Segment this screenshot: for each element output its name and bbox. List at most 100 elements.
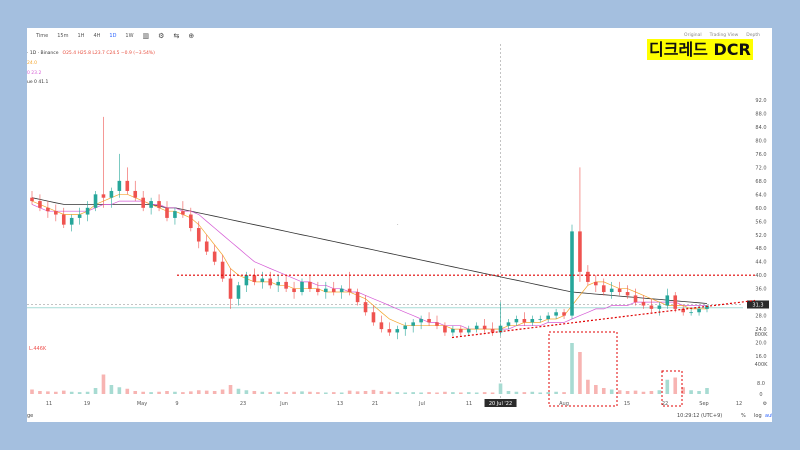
x-tick-label: Sep xyxy=(699,401,708,407)
x-tick-label: 9 xyxy=(175,401,178,407)
candle-body xyxy=(411,322,415,326)
volume-bar xyxy=(578,352,582,394)
volume-bar xyxy=(331,392,336,394)
x-tick-label: 11 xyxy=(466,401,472,407)
x-tick-label: 11 xyxy=(46,401,52,407)
timeframe-time[interactable]: Time xyxy=(36,33,49,39)
volume-bar xyxy=(189,391,193,394)
ma-fast-line xyxy=(31,193,707,330)
volume-bar xyxy=(562,392,566,394)
y-tick-label: 64.0 xyxy=(755,192,766,198)
candle-body xyxy=(300,281,304,293)
volume-bar xyxy=(93,388,98,394)
legend-ma-mid: 0 23.2 xyxy=(27,71,42,76)
volume-bar xyxy=(228,385,233,394)
price-chart[interactable]: 8.0 16.0 20.0 24.0 28.0 36.0 40.0 44.0 48.0 52.0 5… xyxy=(27,28,772,422)
y-tick-label: 52.0 xyxy=(755,233,766,239)
y-tick-label: 48.0 xyxy=(755,246,766,252)
volume-bar xyxy=(141,391,145,394)
timeframe-1w[interactable]: 1W xyxy=(125,33,134,39)
percent-scale-button[interactable]: % xyxy=(741,413,746,419)
candle-body xyxy=(220,261,225,279)
candle-body xyxy=(498,325,503,333)
candle-body xyxy=(459,329,463,333)
title-badge: 디크레드 DCR xyxy=(647,39,753,60)
candle-body xyxy=(260,278,265,282)
candle-body xyxy=(554,312,558,316)
volume-bar xyxy=(681,387,685,394)
candle-body xyxy=(617,288,622,293)
candle-body xyxy=(649,305,654,309)
timeframe-1h[interactable]: 1H xyxy=(77,33,85,39)
candle-body xyxy=(451,329,455,333)
last-price-label: 31.3 xyxy=(752,303,763,309)
volume-bar xyxy=(554,391,558,394)
crosshair-date-label: 20 Jul '22 xyxy=(489,401,512,407)
candle-body xyxy=(609,288,614,293)
ma-mid-line xyxy=(31,200,707,330)
candle-body xyxy=(284,281,288,289)
timeframe-1d[interactable]: 1D xyxy=(109,33,117,39)
candle-body xyxy=(276,281,280,286)
timeframe-15m[interactable]: 15m xyxy=(57,33,69,39)
volume-bar xyxy=(633,390,638,394)
volume-bar xyxy=(355,391,360,394)
log-scale-button[interactable]: log xyxy=(754,413,762,419)
volume-bar xyxy=(133,391,138,394)
volume-bar xyxy=(284,392,288,394)
candle-body xyxy=(681,308,685,313)
timeframe-4h[interactable]: 4H xyxy=(93,33,101,39)
candle-body xyxy=(562,312,566,316)
x-tick-label: May xyxy=(137,401,147,407)
volume-bar xyxy=(252,391,257,394)
volume-bar xyxy=(689,390,693,394)
candle-body xyxy=(347,288,352,293)
volume-recent-box xyxy=(661,370,683,407)
add-icon[interactable]: ⊕ xyxy=(188,32,195,40)
candle-body xyxy=(54,211,58,215)
volume-bar xyxy=(125,388,130,394)
y-tick-label: 88.0 xyxy=(755,111,766,117)
candle-body xyxy=(625,292,630,296)
candle-body xyxy=(594,281,598,286)
volume-bar xyxy=(570,343,574,394)
candle-body xyxy=(570,231,574,316)
volume-tick-0: 0 xyxy=(759,392,762,398)
volume-bar xyxy=(165,391,169,394)
candle-body xyxy=(292,288,296,293)
volume-bar xyxy=(363,391,368,394)
volume-bar xyxy=(316,392,320,394)
volume-bar xyxy=(212,391,217,394)
candle-body xyxy=(77,214,82,218)
y-tick-label: 72.0 xyxy=(755,165,766,171)
candle-body xyxy=(657,305,662,309)
candle-body xyxy=(379,322,384,330)
candles-icon[interactable]: ▥ xyxy=(142,32,150,40)
legend-ohlc: O25.4 H25.8 L23.7 C24.5 −0.9 (−3.54%) xyxy=(62,51,155,56)
volume-bar xyxy=(173,391,177,394)
candle-body xyxy=(85,207,90,215)
crosshair-date-badge xyxy=(484,399,517,407)
candle-body xyxy=(419,318,423,323)
volume-bar xyxy=(387,391,392,394)
volume-bar xyxy=(69,391,74,394)
candle-body xyxy=(522,318,527,323)
volume-bar xyxy=(641,391,646,394)
compare-icon[interactable]: ⇆ xyxy=(173,32,180,40)
volume-bar xyxy=(276,391,280,394)
range-label[interactable]: ge xyxy=(27,413,34,419)
view-depth[interactable]: Depth xyxy=(746,33,760,38)
volume-tick-800k: 800K xyxy=(755,332,769,338)
view-tradingview[interactable]: Trading View xyxy=(709,33,739,38)
view-original[interactable]: Original xyxy=(684,33,702,38)
indicators-icon[interactable]: ⚙ xyxy=(158,32,165,40)
volume-bar xyxy=(244,390,249,394)
volume-bar xyxy=(625,391,630,394)
volume-bar xyxy=(506,391,511,394)
ma-slow-line xyxy=(31,197,708,304)
settings-icon[interactable]: ⚙ xyxy=(763,401,768,407)
auto-scale-button[interactable]: auto xyxy=(765,413,772,419)
candle-body xyxy=(308,281,312,289)
volume-bar xyxy=(482,392,487,394)
candle-body xyxy=(689,312,693,314)
